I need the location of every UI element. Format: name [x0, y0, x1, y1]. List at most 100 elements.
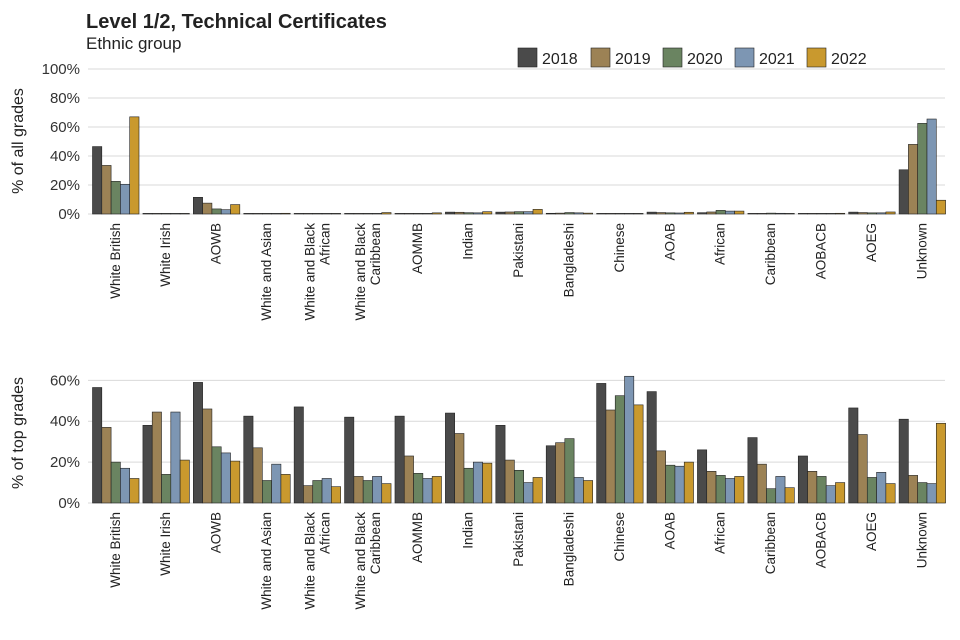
bar-indian-2020 — [463, 212, 474, 215]
bar-bangladeshi-2018 — [545, 445, 556, 504]
bar-aobacb-2022 — [835, 212, 846, 215]
bar-aowb-2018 — [193, 382, 203, 504]
bar-aoab-2020 — [665, 464, 676, 504]
bar-aobacb-2018 — [797, 213, 808, 215]
bar-unknown-2018 — [898, 418, 909, 504]
bar-african-2018 — [697, 449, 708, 504]
y-tick-label: 40% — [50, 413, 80, 430]
bar-white-british-2021 — [120, 183, 131, 215]
bar-chinese-2018 — [596, 383, 607, 504]
bar-pakistani-2021 — [523, 211, 534, 215]
bar-indian-2021 — [472, 461, 483, 504]
bar-white-irish-2022 — [179, 459, 190, 504]
legend-label-2022: 2022 — [831, 51, 867, 68]
bar-unknown-2021 — [926, 118, 937, 215]
bar-aoab-2019 — [656, 450, 666, 504]
bar-indian-2022 — [482, 211, 493, 215]
bar-white-irish-2021 — [170, 411, 181, 504]
bar-aoeg-2018 — [848, 407, 859, 504]
bar-caribbean-2018 — [747, 437, 758, 504]
bar-aobacb-2019 — [807, 471, 818, 504]
bar-aobacb-2020 — [816, 476, 827, 504]
y-tick-label: 20% — [50, 454, 80, 471]
bar-white-and-black-caribbean-2021 — [372, 476, 383, 504]
bar-aobacb-2021 — [825, 485, 836, 504]
bar-unknown-2018 — [898, 169, 909, 215]
bar-bangladeshi-2021 — [573, 212, 584, 215]
legend-label-2018: 2018 — [542, 51, 578, 68]
bar-white-and-asian-2021 — [271, 213, 282, 215]
x-tick-label-white-and-asian: White and Asian — [259, 223, 274, 321]
bar-white-british-2021 — [120, 467, 131, 504]
y-tick-label: 40% — [50, 148, 80, 165]
bar-caribbean-2020 — [766, 488, 777, 504]
bar-aoeg-2018 — [848, 211, 859, 215]
bar-unknown-2019 — [908, 144, 918, 215]
legend-label-2020: 2020 — [687, 51, 723, 68]
bar-caribbean-2021 — [775, 476, 786, 504]
x-tick-label-aoab: AOAB — [662, 512, 677, 550]
bar-caribbean-2020 — [766, 212, 777, 215]
bar-aowb-2021 — [220, 209, 231, 215]
bar-aommb-2020 — [413, 473, 424, 504]
bar-aowb-2021 — [220, 452, 231, 504]
y-tick-label: 100% — [42, 61, 80, 78]
x-tick-label-white-and-black-caribbean: White and BlackCaribbean — [353, 223, 383, 321]
bar-aommb-2020 — [413, 213, 424, 215]
y-tick-label: 60% — [50, 119, 80, 136]
bar-white-and-black-caribbean-2021 — [372, 213, 383, 215]
x-tick-label-african: African — [713, 223, 728, 265]
x-tick-label-caribbean: Caribbean — [763, 512, 778, 574]
bar-white-and-black-caribbean-2018 — [344, 416, 355, 504]
legend-swatch-2021 — [734, 47, 755, 68]
bar-white-and-black-caribbean-2022 — [381, 212, 392, 215]
bar-white-and-asian-2022 — [280, 212, 291, 215]
x-tick-label-aowb: AOWB — [209, 512, 224, 553]
legend-swatch-2020 — [662, 47, 683, 68]
bar-white-british-2022 — [129, 116, 140, 215]
bar-unknown-2021 — [926, 483, 937, 504]
bar-white-and-asian-2020 — [262, 213, 272, 215]
bar-white-and-black-african-2018 — [293, 213, 304, 215]
bar-aowb-2019 — [202, 408, 213, 504]
bar-white-irish-2020 — [161, 213, 172, 215]
bar-aobacb-2021 — [825, 213, 836, 215]
bar-african-2022 — [734, 476, 745, 504]
bar-indian-2022 — [482, 462, 493, 504]
bar-white-british-2018 — [92, 146, 103, 215]
bar-pakistani-2021 — [523, 482, 534, 504]
bar-chinese-2021 — [624, 375, 635, 504]
bar-aommb-2022 — [431, 476, 442, 504]
bar-african-2019 — [706, 211, 717, 215]
bar-white-british-2019 — [101, 165, 112, 215]
x-tick-label-white-british: White British — [108, 512, 123, 588]
x-tick-label-white-irish: White Irish — [158, 512, 173, 576]
x-tick-label-african: African — [713, 512, 728, 554]
bar-aowb-2020 — [211, 446, 222, 504]
bar-aoeg-2020 — [866, 212, 877, 215]
bar-aommb-2019 — [403, 455, 414, 504]
bar-white-and-asian-2020 — [262, 480, 272, 504]
bar-white-and-black-african-2021 — [321, 478, 332, 504]
y-axis-label: % of top grades — [10, 377, 27, 489]
bar-aowb-2020 — [211, 208, 222, 215]
bar-unknown-2022 — [935, 199, 946, 215]
legend-label-2019: 2019 — [615, 51, 651, 68]
bar-aoeg-2019 — [857, 212, 868, 215]
bar-aoeg-2021 — [876, 212, 887, 215]
bar-aommb-2019 — [403, 213, 414, 215]
bar-pakistani-2019 — [504, 211, 515, 215]
bar-aoeg-2022 — [885, 211, 896, 215]
bar-white-and-black-african-2019 — [303, 213, 314, 215]
x-tick-label-pakistani: Pakistani — [511, 223, 526, 278]
bar-aowb-2022 — [230, 460, 241, 504]
panel-all-grades: 0% 20% 40% 60% 80% 100% % of all grades White B… — [10, 61, 946, 321]
y-tick-label: 20% — [50, 177, 80, 194]
x-tick-label-chinese: Chinese — [612, 223, 627, 273]
bar-indian-2020 — [463, 467, 474, 504]
panel-top-grades: 0% 20% 40% 60% % of top grades White British W… — [10, 372, 946, 610]
bar-aoab-2019 — [656, 212, 666, 215]
bar-bangladeshi-2020 — [564, 212, 575, 215]
x-tick-label-aommb: AOMMB — [410, 223, 425, 274]
y-axis-label: % of all grades — [10, 88, 27, 194]
